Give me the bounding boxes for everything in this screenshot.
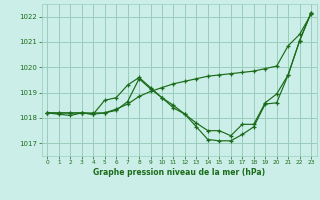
X-axis label: Graphe pression niveau de la mer (hPa): Graphe pression niveau de la mer (hPa) — [93, 168, 265, 177]
